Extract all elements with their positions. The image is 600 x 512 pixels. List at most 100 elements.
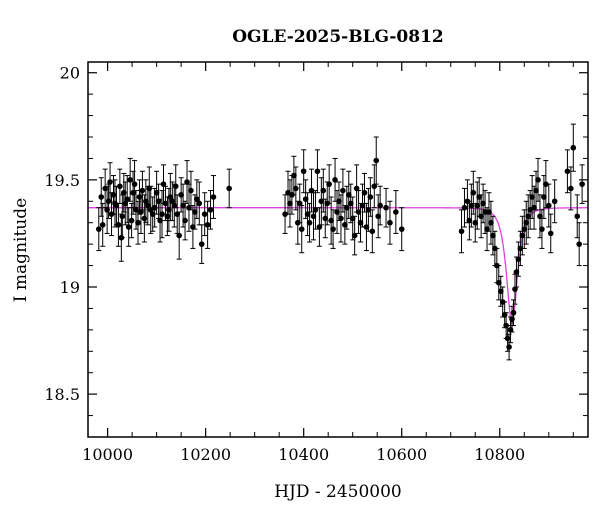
data-point	[293, 166, 299, 211]
point-marker	[336, 198, 342, 205]
data-point	[99, 202, 106, 247]
point-marker	[180, 202, 186, 209]
point-marker	[539, 226, 545, 232]
data-point	[393, 190, 399, 234]
point-marker	[383, 204, 389, 211]
point-marker	[529, 194, 535, 200]
data-point	[377, 185, 383, 226]
data-point	[336, 181, 342, 222]
point-marker	[127, 177, 133, 183]
data-point	[322, 198, 329, 239]
point-marker	[486, 209, 492, 215]
point-marker	[344, 204, 350, 211]
data-point	[314, 149, 321, 194]
point-marker	[194, 196, 200, 202]
point-marker	[172, 183, 179, 190]
point-marker	[304, 211, 311, 217]
point-marker	[342, 222, 348, 228]
data-point	[127, 157, 133, 202]
point-marker	[174, 211, 181, 217]
data-point	[296, 183, 303, 224]
data-point	[576, 222, 582, 267]
data-point	[472, 202, 479, 243]
point-marker	[510, 309, 517, 316]
point-marker	[169, 198, 176, 205]
data-point	[533, 170, 539, 211]
data-point	[167, 172, 174, 222]
point-marker	[298, 226, 305, 232]
chart-title: OGLE-2025-BLG-0812	[232, 27, 444, 47]
point-marker	[547, 230, 554, 237]
data-point	[398, 207, 405, 252]
point-marker	[143, 198, 149, 205]
point-marker	[210, 194, 217, 200]
data-point	[345, 170, 352, 219]
data-point	[570, 123, 577, 172]
data-point	[149, 196, 156, 232]
point-marker	[551, 198, 558, 205]
data-point	[285, 170, 291, 215]
data-point	[461, 187, 468, 228]
data-point	[107, 162, 113, 202]
data-point	[506, 333, 512, 361]
point-marker	[521, 226, 528, 232]
data-point	[115, 202, 122, 247]
point-marker	[513, 269, 520, 275]
data-point	[547, 213, 554, 254]
point-marker	[95, 226, 102, 232]
data-point	[458, 209, 465, 254]
point-marker	[543, 181, 549, 187]
data-point	[226, 168, 232, 209]
point-marker	[153, 189, 160, 196]
data-point	[579, 164, 585, 204]
data-point	[194, 179, 200, 219]
data-point	[139, 170, 146, 211]
point-marker	[353, 185, 360, 192]
data-point	[330, 209, 336, 249]
data-point	[332, 157, 338, 202]
point-marker	[476, 194, 482, 200]
point-marker	[570, 144, 577, 151]
data-point	[543, 160, 549, 209]
point-marker	[320, 187, 327, 194]
point-marker	[287, 200, 293, 207]
data-point	[128, 202, 135, 239]
point-marker	[579, 181, 585, 187]
point-marker	[139, 187, 146, 194]
data-point	[351, 215, 358, 256]
data-point	[371, 164, 378, 209]
point-marker	[113, 202, 120, 209]
point-marker	[495, 279, 502, 286]
point-marker	[533, 187, 539, 194]
data-point	[320, 168, 327, 213]
data-point	[316, 207, 323, 247]
point-marker	[519, 232, 526, 239]
point-marker	[138, 209, 144, 215]
data-point	[98, 177, 105, 217]
point-marker	[328, 217, 334, 224]
point-marker	[359, 202, 366, 209]
data-point	[529, 175, 535, 219]
point-marker	[345, 192, 352, 198]
point-marker	[322, 215, 329, 222]
point-marker	[373, 157, 380, 164]
data-point	[361, 172, 368, 213]
data-point	[188, 170, 194, 211]
point-marker	[207, 207, 214, 213]
data-point	[172, 164, 179, 209]
data-point	[282, 194, 288, 234]
data-point	[340, 168, 346, 213]
point-marker	[357, 219, 364, 226]
data-point	[182, 200, 188, 241]
point-marker	[338, 215, 344, 222]
data-point	[207, 190, 214, 230]
data-point	[470, 170, 477, 215]
data-points-layer	[95, 123, 585, 361]
point-marker	[157, 217, 163, 224]
data-point	[184, 160, 190, 204]
data-point	[153, 170, 160, 215]
point-marker	[387, 219, 393, 226]
point-marker	[480, 200, 486, 207]
point-marker	[124, 196, 131, 202]
data-point	[117, 168, 123, 204]
